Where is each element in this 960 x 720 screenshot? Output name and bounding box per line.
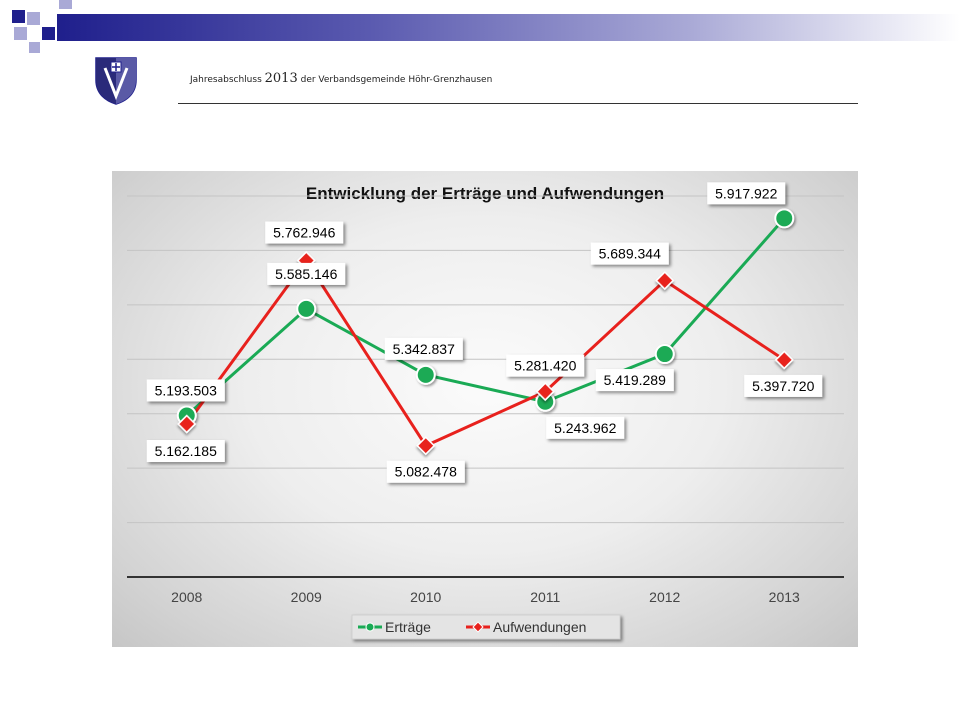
data-label-text: 5.342.837 <box>393 341 455 357</box>
corner-square-light-4 <box>59 0 72 9</box>
line-chart: Entwicklung der Erträge und Aufwendungen… <box>127 182 844 640</box>
series-lines <box>185 217 786 448</box>
x-tick-label: 2012 <box>649 589 680 605</box>
data-label-box <box>267 262 346 285</box>
marker-ertraege <box>296 298 317 319</box>
data-label: 5.419.289 <box>595 369 674 392</box>
marker-ertraege <box>415 364 436 385</box>
x-tick-label: 2009 <box>291 589 322 605</box>
data-label-text: 5.243.962 <box>554 420 616 436</box>
legend: Erträge Aufwendungen <box>351 614 621 640</box>
series-line-0 <box>185 217 786 417</box>
data-label-text: 5.397.720 <box>752 378 814 394</box>
x-tick-label: 2011 <box>530 589 560 605</box>
data-label: 5.762.946 <box>265 221 344 244</box>
data-label: 5.585.146 <box>267 262 346 285</box>
data-label-text: 5.082.478 <box>395 464 457 480</box>
data-label: 5.082.478 <box>386 460 465 483</box>
legend-marker-circle <box>365 622 375 632</box>
data-label-box <box>590 242 669 265</box>
data-label-box <box>386 460 465 483</box>
data-label: 5.193.503 <box>146 379 225 402</box>
series-line-1 <box>185 259 786 448</box>
marker-aufwendungen <box>774 350 794 370</box>
marker-aufwendungen <box>416 436 436 456</box>
data-label-text: 5.193.503 <box>155 382 217 398</box>
data-label: 5.281.420 <box>506 354 585 377</box>
corner-square-light-3 <box>29 42 40 53</box>
data-label-box <box>146 440 225 463</box>
data-label: 5.243.962 <box>546 416 625 439</box>
legend-marker-diamond <box>472 621 484 633</box>
header-divider <box>178 103 858 104</box>
data-label: 5.917.922 <box>707 182 786 205</box>
data-label-text: 5.419.289 <box>604 372 666 388</box>
data-label-box <box>384 337 463 360</box>
top-gradient-bar <box>57 14 960 41</box>
legend-label: Erträge <box>385 619 431 635</box>
chart-title: Entwicklung der Erträge und Aufwendungen <box>306 184 664 203</box>
header-prefix: Jahresabschluss <box>190 75 262 85</box>
x-tick-label: 2010 <box>410 589 441 605</box>
header-year: 2013 <box>264 71 298 86</box>
data-label-box <box>506 354 585 377</box>
data-label-box <box>146 379 225 402</box>
data-label: 5.342.837 <box>384 337 463 360</box>
header-suffix: der Verbandsgemeinde Höhr-Grenzhausen <box>300 75 493 85</box>
corner-square-light-1 <box>27 12 40 25</box>
marker-aufwendungen <box>535 382 555 402</box>
data-label-text: 5.689.344 <box>599 246 661 262</box>
marker-aufwendungen <box>655 270 675 291</box>
marker-ertraege <box>654 344 675 365</box>
data-label: 5.162.185 <box>146 440 225 463</box>
data-label: 5.689.344 <box>590 242 669 265</box>
data-label-box <box>595 369 674 392</box>
marker-ertraege <box>774 208 795 229</box>
data-labels: 5.193.503 5.585.146 5.342.837 5.243.962 5.41… <box>146 182 823 483</box>
marker-aufwendungen <box>177 414 197 434</box>
corner-square-dark-2 <box>42 27 55 40</box>
coat-of-arms-icon <box>95 57 137 105</box>
corner-square-light-2 <box>14 27 27 40</box>
x-tick-label: 2013 <box>769 589 800 605</box>
page-header: Jahresabschluss 2013 der Verbandsgemeind… <box>190 71 492 86</box>
data-label-box <box>265 221 344 244</box>
data-label-text: 5.281.420 <box>514 358 576 374</box>
chart-panel: Entwicklung der Erträge und Aufwendungen… <box>112 171 858 647</box>
data-label-box <box>707 182 786 205</box>
x-axis: 2008 2009 2010 2011 2012 2013 <box>127 576 844 605</box>
data-label-box <box>744 374 823 397</box>
data-label-text: 5.585.146 <box>275 266 337 282</box>
legend-label: Aufwendungen <box>493 619 586 635</box>
data-label-text: 5.162.185 <box>155 443 217 459</box>
data-label: 5.397.720 <box>744 374 823 397</box>
corner-square-dark-1 <box>12 10 25 23</box>
data-label-box <box>546 416 625 439</box>
x-tick-label: 2008 <box>171 589 202 605</box>
data-markers <box>176 208 795 456</box>
data-label-text: 5.762.946 <box>273 225 335 241</box>
data-label-text: 5.917.922 <box>715 185 777 201</box>
